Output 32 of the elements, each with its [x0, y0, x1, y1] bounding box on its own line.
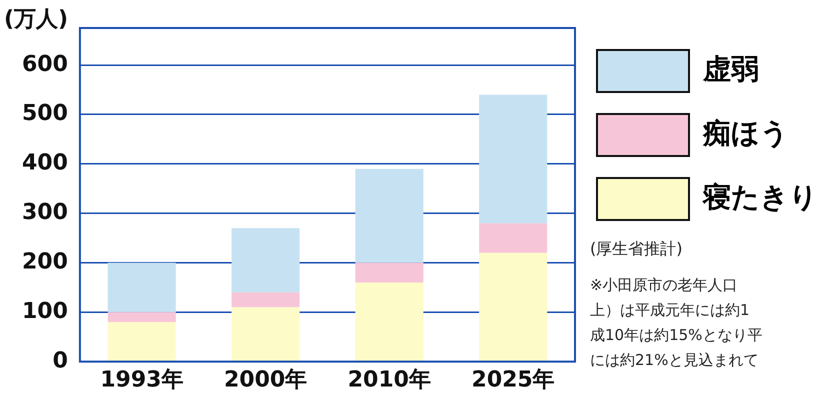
text: には約21%と見込まれて: [590, 350, 760, 371]
bar: [479, 252, 548, 361]
text: ※小田原市の老年人口: [590, 275, 739, 296]
bar: [108, 262, 176, 312]
y-tick-label: 600: [22, 52, 68, 77]
bar: [232, 307, 300, 361]
bar: [479, 223, 548, 253]
text: 上）は平成元年には約1: [590, 300, 751, 321]
text: 成10年は約15%となり平: [590, 325, 762, 346]
x-tick-label: 2025年: [472, 368, 555, 393]
bar: [108, 322, 176, 361]
x-tick-label: 1993年: [100, 368, 184, 393]
y-tick-label: 0: [52, 348, 68, 374]
bar: [108, 312, 176, 322]
bar: [355, 282, 424, 361]
y-tick-label: 400: [22, 150, 68, 176]
bar: [355, 168, 424, 263]
legend-label: 痴ほう: [702, 116, 789, 150]
bar: [232, 292, 300, 308]
bar: [479, 94, 548, 224]
bar: [355, 262, 424, 283]
y-tick-label: 500: [22, 101, 68, 126]
y-axis-title: (万人): [4, 6, 68, 34]
legend-label: 寝たきり: [702, 180, 818, 214]
bar: [232, 228, 300, 292]
y-tick-label: 100: [22, 298, 68, 324]
y-tick-label: 200: [22, 249, 68, 274]
y-tick-label: 300: [22, 200, 68, 226]
text: (厚生省推計): [590, 238, 684, 260]
x-tick-label: 2000年: [224, 368, 308, 393]
x-tick-label: 2010年: [348, 368, 431, 393]
legend-label: 虚弱: [702, 52, 759, 86]
